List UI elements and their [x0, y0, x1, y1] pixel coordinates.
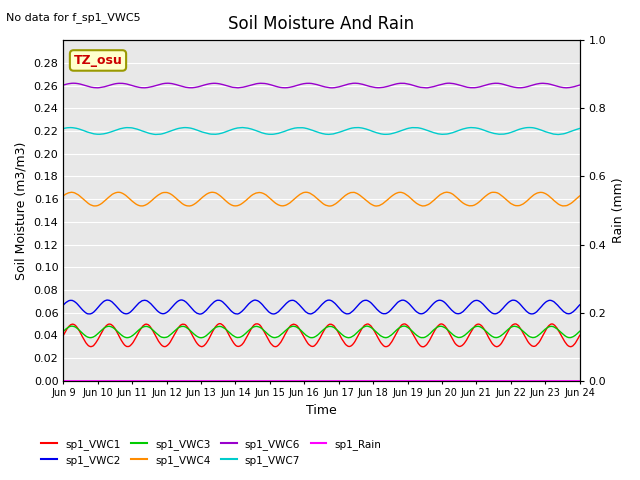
- Text: No data for f_sp1_VWC5: No data for f_sp1_VWC5: [6, 12, 141, 23]
- Text: TZ_osu: TZ_osu: [74, 54, 122, 67]
- Title: Soil Moisture And Rain: Soil Moisture And Rain: [228, 15, 415, 33]
- Legend: sp1_VWC1, sp1_VWC2, sp1_VWC3, sp1_VWC4, sp1_VWC6, sp1_VWC7, sp1_Rain: sp1_VWC1, sp1_VWC2, sp1_VWC3, sp1_VWC4, …: [37, 434, 386, 470]
- X-axis label: Time: Time: [306, 404, 337, 417]
- Y-axis label: Soil Moisture (m3/m3): Soil Moisture (m3/m3): [15, 141, 28, 280]
- Y-axis label: Rain (mm): Rain (mm): [612, 178, 625, 243]
